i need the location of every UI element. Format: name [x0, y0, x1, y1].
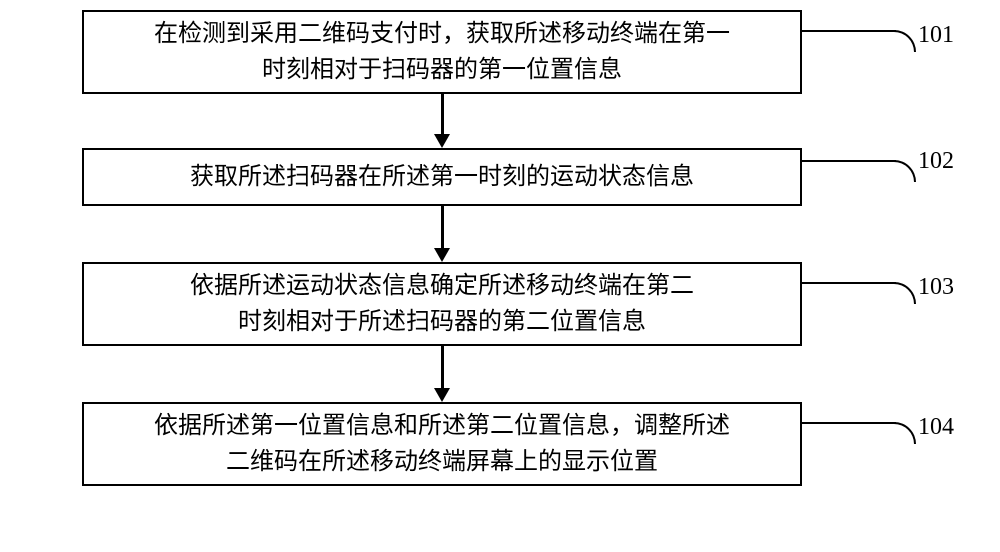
- arrow-head-102-103: [434, 248, 450, 262]
- step-box-103: 依据所述运动状态信息确定所述移动终端在第二 时刻相对于所述扫码器的第二位置信息: [82, 262, 802, 346]
- step-box-101: 在检测到采用二维码支付时，获取所述移动终端在第一 时刻相对于扫码器的第一位置信息: [82, 10, 802, 94]
- step-label-104: 104: [918, 414, 954, 441]
- step-box-102: 获取所述扫码器在所述第一时刻的运动状态信息: [82, 148, 802, 206]
- step-text-101: 在检测到采用二维码支付时，获取所述移动终端在第一 时刻相对于扫码器的第一位置信息: [154, 16, 730, 88]
- leader-h-103: [802, 282, 896, 284]
- arrow-line-103-104: [441, 346, 444, 388]
- step-label-103: 103: [918, 274, 954, 301]
- arrow-line-101-102: [441, 94, 444, 134]
- leader-arc-101: [894, 30, 916, 52]
- leader-h-104: [802, 422, 896, 424]
- step-text-104: 依据所述第一位置信息和所述第二位置信息，调整所述 二维码在所述移动终端屏幕上的显…: [154, 408, 730, 480]
- leader-arc-102: [894, 160, 916, 182]
- arrow-head-103-104: [434, 388, 450, 402]
- step-label-102: 102: [918, 148, 954, 175]
- leader-arc-103: [894, 282, 916, 304]
- step-box-104: 依据所述第一位置信息和所述第二位置信息，调整所述 二维码在所述移动终端屏幕上的显…: [82, 402, 802, 486]
- arrow-head-101-102: [434, 134, 450, 148]
- leader-h-102: [802, 160, 896, 162]
- leader-arc-104: [894, 422, 916, 444]
- step-text-103: 依据所述运动状态信息确定所述移动终端在第二 时刻相对于所述扫码器的第二位置信息: [190, 268, 694, 340]
- flowchart-canvas: 在检测到采用二维码支付时，获取所述移动终端在第一 时刻相对于扫码器的第一位置信息…: [0, 0, 1000, 552]
- arrow-line-102-103: [441, 206, 444, 248]
- leader-h-101: [802, 30, 896, 32]
- step-text-102: 获取所述扫码器在所述第一时刻的运动状态信息: [190, 159, 694, 195]
- step-label-101: 101: [918, 22, 954, 49]
